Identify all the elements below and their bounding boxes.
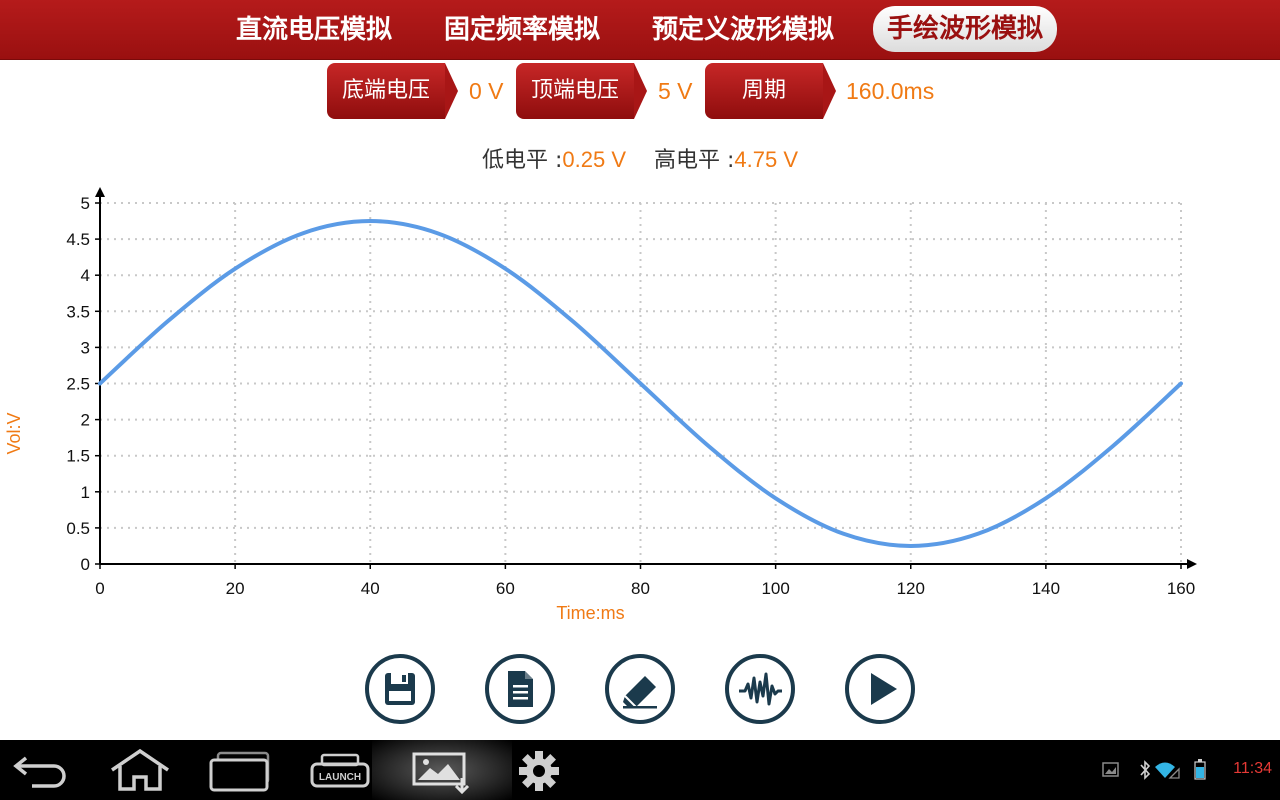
y-tick-label: 1.5 [66,447,90,466]
settings-gear-icon[interactable] [516,750,562,792]
bottom-voltage-label: 底端电压 [341,78,430,103]
status-clock: 11:34 [1233,760,1272,777]
tab-dc-voltage[interactable]: 直流电压模拟 [236,15,393,45]
period-label: 周期 [741,78,786,103]
period-value: 160.0ms [846,78,935,104]
document-icon [508,671,533,707]
y-tick-label: 3.5 [66,302,90,321]
x-tick-label: 140 [1032,579,1060,598]
low-level-label: 低电平 : [481,148,563,173]
waveform-button[interactable] [725,654,795,724]
x-tick-label: 0 [95,579,104,598]
arrow-right-icon [823,63,836,119]
y-tick-label: 4 [81,266,90,285]
y-tick-label: 2.5 [66,375,90,394]
mode-tab-bar: 直流电压模拟 固定频率模拟 预定义波形模拟 手绘波形模拟 [0,0,1280,60]
top-voltage-value: 5 V [658,78,693,104]
y-tick-label: 2 [81,411,90,430]
tab-hand-drawn-waveform[interactable]: 手绘波形模拟 [873,6,1058,52]
tab-fixed-frequency[interactable]: 固定频率模拟 [444,15,601,45]
y-tick-label: 4.5 [66,230,90,249]
launch-label: LAUNCH [319,772,361,783]
play-icon [871,673,897,705]
save-button[interactable] [365,654,435,724]
document-button[interactable] [485,654,555,724]
high-level-value: 4.75 V [734,147,798,172]
wifi-icon [1155,762,1180,779]
period-button[interactable]: 周期 [705,63,836,119]
low-level-value: 0.25 V [562,147,626,172]
y-tick-label: 1 [81,483,90,502]
screenshot-icon[interactable] [410,750,474,794]
x-tick-label: 40 [361,579,380,598]
tab-predefined-waveform[interactable]: 预定义波形模拟 [652,15,835,45]
image-notification-icon [1102,762,1119,777]
y-tick-label: 0.5 [66,519,90,538]
waveform-chart[interactable]: 0 20 40 60 80 100 120 140 160 0 0.5 1 1.5 2 2.5 3 3.5 4 4.… [0,180,1280,630]
bluetooth-icon [1140,760,1151,780]
x-tick-label: 60 [496,579,515,598]
floppy-disk-icon [385,673,415,705]
battery-icon [1194,759,1206,780]
high-level-label: 高电平 : [653,148,735,173]
x-tick-label: 100 [761,579,789,598]
y-axis-title: Vol:V [4,412,24,454]
top-voltage-label: 顶端电压 [530,78,619,103]
waveform-icon [739,672,782,706]
x-tick-label: 120 [897,579,925,598]
x-axis-arrow [1187,559,1197,569]
bottom-voltage-button[interactable]: 底端电压 [327,63,458,119]
arrow-right-icon [445,63,458,119]
arrow-right-icon [634,63,647,119]
x-tick-label: 20 [226,579,245,598]
eraser-button[interactable] [605,654,675,724]
eraser-icon [623,676,657,709]
home-icon[interactable] [108,748,172,792]
back-icon[interactable] [12,752,70,788]
x-tick-label: 80 [631,579,650,598]
y-tick-label: 0 [81,555,90,574]
x-axis-title: Time:ms [556,603,624,623]
bottom-voltage-value: 0 V [469,78,504,104]
top-voltage-button[interactable]: 顶端电压 [516,63,647,119]
play-button[interactable] [845,654,915,724]
x-tick-label: 160 [1167,579,1195,598]
launch-icon[interactable]: LAUNCH [308,750,372,792]
y-tick-label: 3 [81,338,90,357]
level-readout: 低电平 :0.25 V 高电平 :4.75 V [0,142,1280,174]
y-axis-arrow [95,187,105,197]
recent-apps-icon[interactable] [208,750,272,792]
system-navigation-bar: LAUNCH [0,740,1280,800]
y-tick-label: 5 [81,194,90,213]
